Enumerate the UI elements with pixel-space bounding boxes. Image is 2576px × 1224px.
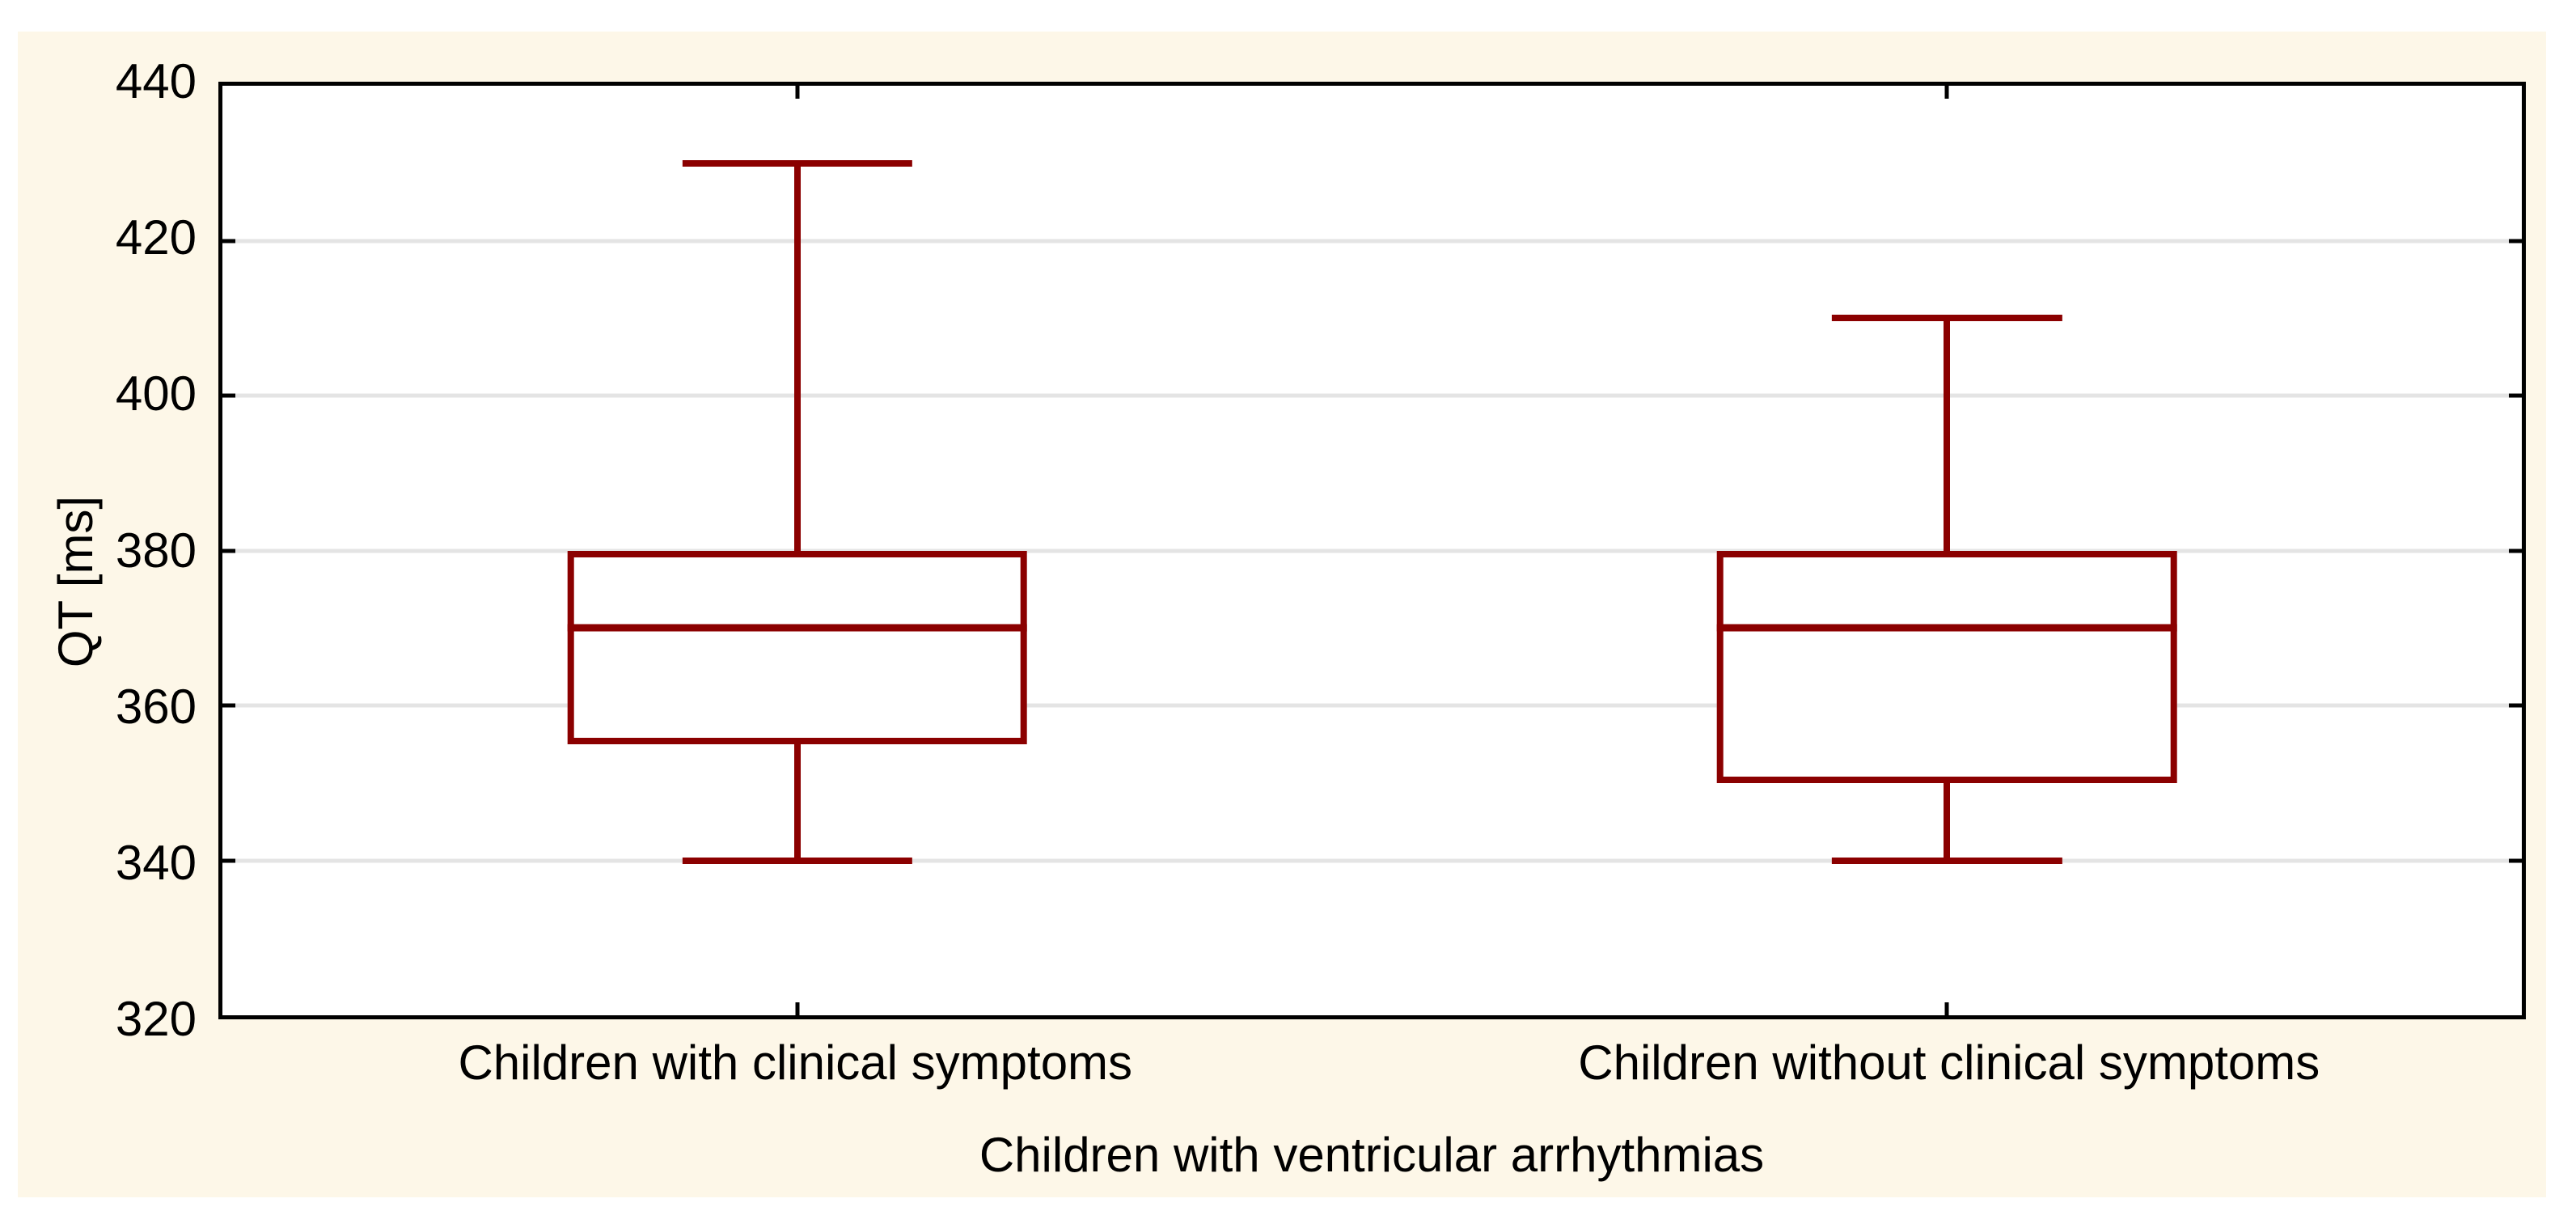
gridline-380: [222, 548, 2522, 553]
gridline-340: [222, 858, 2522, 862]
boxplot-2-max-cap: [1832, 315, 2062, 322]
boxplot-1-median-line: [567, 624, 1028, 632]
boxplot-2-median-line: [1716, 624, 2177, 632]
bottom-axis-tick-category-2: [1944, 1002, 1949, 1015]
boxplot-1-max-cap: [682, 159, 912, 167]
left-axis-tick-340: [222, 858, 235, 862]
gridline-360: [222, 703, 2522, 708]
y-tick-label-320: 320: [115, 992, 197, 1046]
left-axis-tick-400: [222, 393, 235, 398]
right-axis-tick-360: [2509, 703, 2522, 708]
boxplot-1-min-cap: [682, 857, 912, 864]
boxplot-1-iqr-box: [567, 550, 1028, 744]
left-axis-tick-380: [222, 548, 235, 553]
left-axis-tick-420: [222, 239, 235, 243]
x-category-label-1: Children with clinical symptoms: [458, 1036, 1133, 1090]
y-tick-label-380: 380: [115, 523, 197, 578]
boxplot-2-iqr-box: [1716, 550, 2177, 783]
left-axis-tick-360: [222, 703, 235, 708]
top-axis-tick-category-2: [1944, 86, 1949, 99]
y-tick-label-420: 420: [115, 210, 197, 265]
right-axis-tick-400: [2509, 393, 2522, 398]
y-tick-label-340: 340: [115, 835, 197, 890]
y-tick-label-360: 360: [115, 679, 197, 734]
y-tick-label-440: 440: [115, 54, 197, 108]
boxplot-1-upper-whisker: [793, 163, 801, 551]
plot-area: [218, 82, 2526, 1019]
x-category-label-2: Children without clinical symptoms: [1578, 1036, 2320, 1090]
x-axis-title: Children with ventricular arrhythmias: [979, 1128, 1765, 1182]
right-axis-tick-420: [2509, 239, 2522, 243]
right-axis-tick-340: [2509, 858, 2522, 862]
boxplot-2-min-cap: [1832, 857, 2062, 864]
boxplot-2-lower-whisker: [1944, 782, 1951, 861]
y-tick-label-400: 400: [115, 366, 197, 421]
right-axis-tick-380: [2509, 548, 2522, 553]
gridline-420: [222, 239, 2522, 243]
boxplot-1-lower-whisker: [793, 743, 801, 861]
gridline-400: [222, 393, 2522, 398]
bottom-axis-tick-category-1: [795, 1002, 800, 1015]
top-axis-tick-category-1: [795, 86, 800, 99]
boxplot-2-upper-whisker: [1944, 318, 1951, 551]
